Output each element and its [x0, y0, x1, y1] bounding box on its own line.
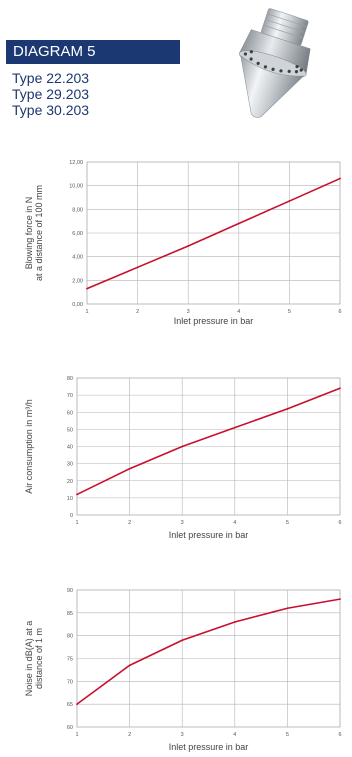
- series-line: [86, 177, 341, 290]
- y-tick-label: 90: [67, 588, 73, 594]
- x-tick-label: 1: [85, 309, 88, 315]
- y-tick-label: 0: [70, 513, 73, 519]
- data-point: [136, 266, 139, 269]
- data-point: [76, 703, 78, 706]
- diagram-title-text: DIAGRAM 5: [13, 43, 96, 60]
- data-point: [339, 598, 341, 601]
- x-axis-label: Inlet pressure in bar: [174, 316, 254, 326]
- x-tick-label: 3: [187, 309, 190, 315]
- x-tick-label: 2: [128, 732, 131, 738]
- x-axis-label: Inlet pressure in bar: [169, 742, 249, 752]
- x-tick-label: 2: [128, 520, 131, 526]
- data-point: [128, 664, 131, 667]
- data-point: [286, 607, 289, 610]
- diagram-title: DIAGRAM 5: [6, 40, 180, 64]
- y-tick-label: 85: [67, 611, 73, 617]
- blowing-force-chart: 0,00 2,00 4,00 6,00 8,00 10,00 12,00 1 2 3 4 5 6 Inle…: [24, 160, 342, 326]
- y-tick-label: 65: [67, 702, 73, 708]
- x-tick-label: 5: [286, 520, 289, 526]
- y-tick-label: 12,00: [69, 160, 83, 166]
- series-line: [76, 387, 341, 496]
- y-tick-label: 60: [67, 410, 73, 416]
- y-axis-label: at a distance of 100 mm: [34, 185, 44, 281]
- x-tick-label: 5: [286, 732, 289, 738]
- data-point: [128, 467, 131, 470]
- y-tick-label: 6,00: [72, 231, 83, 237]
- x-tick-label: 6: [338, 309, 341, 315]
- data-point: [181, 445, 184, 448]
- y-tick-label: 40: [67, 445, 73, 451]
- y-tick-label: 20: [67, 479, 73, 485]
- air-consumption-chart: 0 10 20 30 40 50 60 70 80 1 2 3 4 5 6 Inlet pressure in…: [24, 376, 342, 540]
- y-tick-label: 50: [67, 427, 73, 433]
- data-point: [286, 407, 289, 410]
- y-tick-label: 10: [67, 496, 73, 502]
- y-axis-label: Blowing force in N: [24, 197, 34, 270]
- type-item: Type 29.203: [12, 86, 90, 102]
- series-line: [76, 598, 341, 705]
- y-tick-label: 10,00: [69, 184, 83, 190]
- y-axis-label: distance of 1 m: [34, 628, 44, 689]
- data-point: [86, 287, 88, 290]
- data-point: [187, 245, 190, 247]
- data-point: [339, 387, 341, 390]
- y-tick-label: 80: [67, 376, 73, 382]
- y-tick-label: 80: [67, 634, 73, 640]
- x-tick-label: 3: [181, 732, 184, 738]
- y-tick-label: 75: [67, 657, 73, 663]
- x-tick-label: 4: [233, 732, 236, 738]
- type-item: Type 30.203: [12, 102, 90, 118]
- y-tick-label: 8,00: [72, 207, 83, 213]
- y-tick-label: 70: [67, 393, 73, 399]
- data-point: [288, 200, 291, 202]
- x-tick-label: 1: [75, 520, 78, 526]
- y-tick-label: 30: [67, 462, 73, 468]
- y-tick-label: 4,00: [72, 255, 83, 261]
- data-point: [76, 493, 78, 496]
- data-point: [233, 621, 236, 623]
- y-tick-label: 0,00: [72, 302, 83, 308]
- x-tick-label: 4: [237, 309, 240, 315]
- y-axis-label: Noise in dB(A) at a: [24, 621, 34, 697]
- type-item: Type 22.203: [12, 70, 90, 86]
- data-point: [339, 177, 341, 180]
- y-axis-label: Air consumption in m³/h: [24, 399, 34, 494]
- data-point: [237, 222, 240, 225]
- data-point: [233, 426, 236, 429]
- y-tick-label: 70: [67, 679, 73, 685]
- x-tick-label: 5: [288, 309, 291, 315]
- x-tick-label: 4: [233, 520, 236, 526]
- x-tick-label: 2: [136, 309, 139, 315]
- noise-chart: 60 65 70 75 80 85 90 1 2 3 4 5 6 Inlet pressure in ba…: [24, 588, 342, 752]
- x-axis-label: Inlet pressure in bar: [169, 530, 249, 540]
- x-tick-label: 1: [75, 732, 78, 738]
- x-tick-label: 6: [338, 520, 341, 526]
- type-list: Type 22.203 Type 29.203 Type 30.203: [12, 70, 89, 118]
- y-tick-label: 2,00: [72, 278, 83, 284]
- x-tick-label: 6: [338, 732, 341, 738]
- x-tick-label: 3: [181, 520, 184, 526]
- nozzle-icon: [239, 8, 311, 118]
- y-tick-label: 60: [67, 725, 73, 731]
- data-point: [181, 639, 184, 642]
